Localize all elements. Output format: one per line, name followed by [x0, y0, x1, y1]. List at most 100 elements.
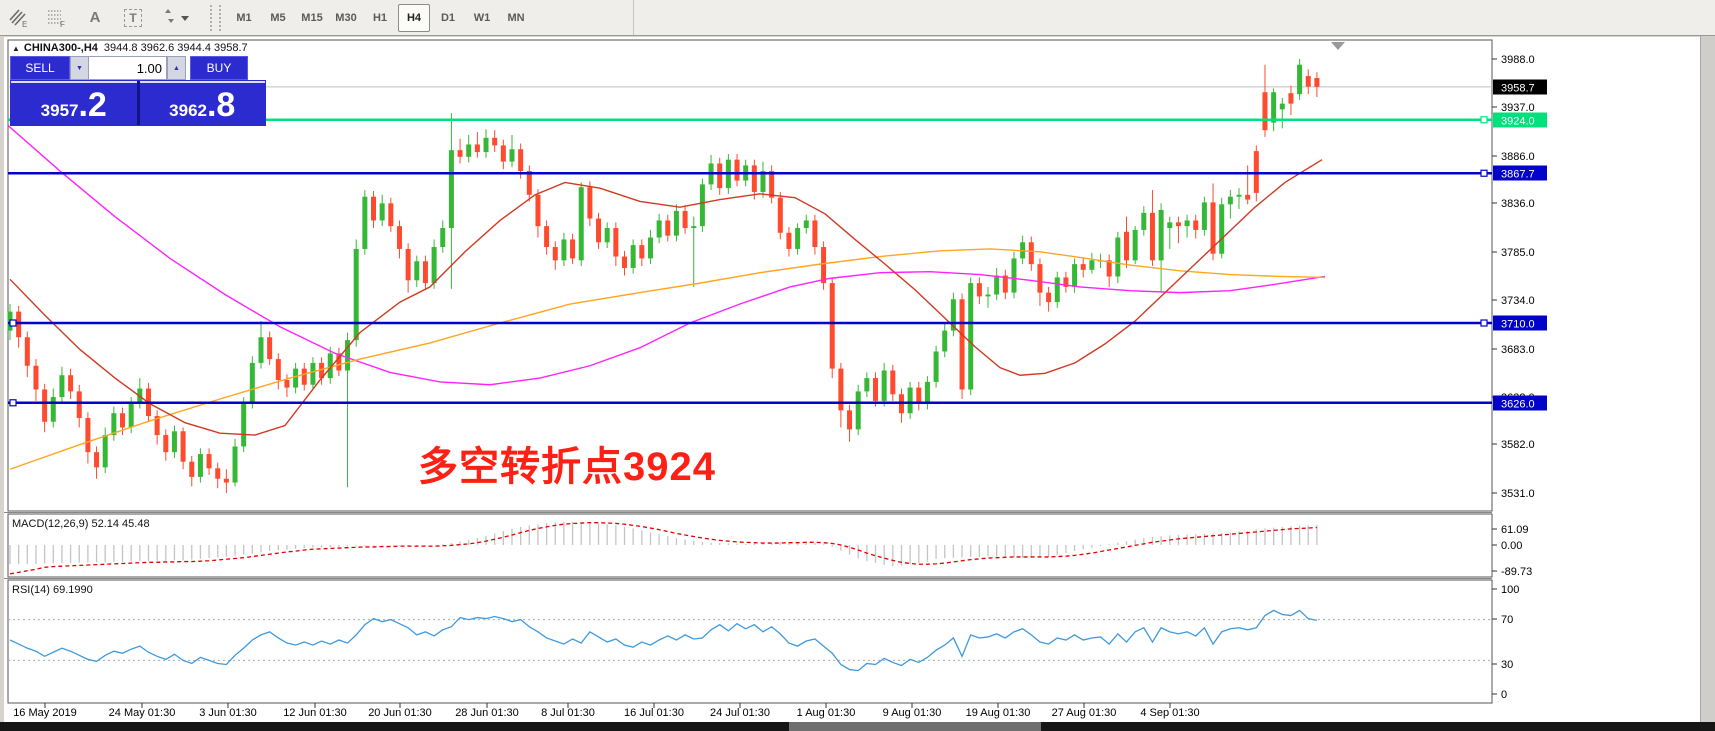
- timeframe-m1[interactable]: M1: [236, 11, 252, 24]
- timeframe-h4[interactable]: H4: [398, 3, 430, 32]
- svg-text:3924.0: 3924.0: [1501, 116, 1535, 128]
- svg-text:F: F: [60, 20, 65, 29]
- ohlc-values: 3944.8 3962.6 3944.4 3958.7: [103, 42, 248, 54]
- svg-text:70: 70: [1501, 614, 1513, 626]
- svg-text:1 Aug 01:30: 1 Aug 01:30: [797, 707, 856, 719]
- hline-handle[interactable]: [9, 319, 17, 327]
- timeframe-m5[interactable]: M5: [270, 11, 286, 24]
- chart-shift-marker: [1331, 42, 1345, 50]
- svg-text:0.00: 0.00: [1501, 540, 1522, 552]
- sell-quote[interactable]: 3957 .2: [11, 81, 137, 125]
- timeframe-d1[interactable]: D1: [440, 11, 456, 24]
- svg-text:3958.7: 3958.7: [1501, 83, 1535, 95]
- timeframe-mn[interactable]: MN: [507, 11, 525, 24]
- svg-text:27 Aug 01:30: 27 Aug 01:30: [1052, 707, 1117, 719]
- ma-mid-orange: [9, 248, 1326, 470]
- svg-text:4 Sep 01:30: 4 Sep 01:30: [1140, 707, 1199, 719]
- svg-text:12 Jun 01:30: 12 Jun 01:30: [283, 707, 347, 719]
- text-tool-button[interactable]: A: [77, 3, 113, 33]
- svg-text:0: 0: [1501, 689, 1507, 701]
- one-click-trade-panel: SELL ▼ ▲ BUY 3957 .2 3962 .8: [10, 56, 266, 126]
- price-badge: [1493, 165, 1547, 181]
- fibonacci-icon: F: [48, 9, 65, 29]
- svg-text:3937.0: 3937.0: [1501, 102, 1535, 114]
- line-studies-icon: E: [9, 8, 27, 29]
- volume-decrease-button[interactable]: ▼: [70, 56, 89, 80]
- buy-quote[interactable]: 3962 .8: [139, 81, 265, 125]
- price-badge: [1493, 79, 1547, 95]
- sell-price-big: .2: [78, 86, 107, 124]
- macd-label: MACD(12,26,9) 52.14 45.48: [12, 518, 150, 530]
- rsi-label: RSI(14) 69.1990: [12, 584, 93, 596]
- svg-text:8 Jul 01:30: 8 Jul 01:30: [541, 707, 595, 719]
- svg-text:16 May 2019: 16 May 2019: [13, 707, 77, 719]
- svg-text:28 Jun 01:30: 28 Jun 01:30: [455, 707, 519, 719]
- price-badge: [1493, 395, 1547, 411]
- toolbar-separator: [633, 0, 634, 35]
- svg-text:20 Jun 01:30: 20 Jun 01:30: [368, 707, 432, 719]
- volume-increase-button[interactable]: ▲: [167, 56, 186, 80]
- svg-text:16 Jul 01:30: 16 Jul 01:30: [624, 707, 684, 719]
- timeframe-w1[interactable]: W1: [473, 11, 491, 24]
- toolbar-grip[interactable]: [210, 4, 221, 31]
- timeframe-h1[interactable]: H1: [372, 11, 388, 24]
- toolbar: E F A T M1 M5 M15 M30 H1 H4 D1 W1 MN: [0, 0, 1715, 36]
- price-badge: [1493, 112, 1547, 128]
- svg-text:61.09: 61.09: [1501, 524, 1529, 536]
- buy-button[interactable]: BUY: [190, 56, 248, 80]
- quote-divider: [136, 81, 140, 125]
- volume-input[interactable]: [89, 56, 167, 80]
- svg-text:-89.73: -89.73: [1501, 566, 1532, 578]
- timeframe-m15[interactable]: M15: [301, 11, 323, 24]
- timeframe-bar: M1 M5 M15 M30 H1 H4 D1 W1 MN: [227, 3, 533, 32]
- svg-text:3683.0: 3683.0: [1501, 344, 1535, 356]
- buy-price-small: 3962: [169, 101, 207, 120]
- hline-handle[interactable]: [1480, 116, 1488, 124]
- price-badge: [1493, 315, 1547, 331]
- chart-text-annotation[interactable]: 多空转折点3924: [418, 445, 716, 489]
- buy-price-big: .8: [206, 86, 236, 124]
- svg-text:3836.0: 3836.0: [1501, 198, 1535, 210]
- ma-fast-red: [9, 159, 1323, 436]
- svg-text:3582.0: 3582.0: [1501, 439, 1535, 451]
- svg-text:3785.0: 3785.0: [1501, 247, 1535, 259]
- time-axis: 16 May 2019 24 May 01:30 3 Jun 01:30 12 Jun…: [13, 703, 1200, 719]
- right-scroll-strip[interactable]: [1700, 36, 1715, 722]
- macd-layer: [9, 521, 1318, 575]
- svg-text:3531.0: 3531.0: [1501, 488, 1535, 500]
- svg-text:3988.0: 3988.0: [1501, 54, 1535, 66]
- bottom-edge-bar: [0, 722, 1715, 731]
- line-studies-button[interactable]: E: [1, 3, 37, 33]
- svg-text:9 Aug 01:30: 9 Aug 01:30: [883, 707, 942, 719]
- price-axis: 3988.0 3937.0 3886.0 3836.0 3785.0 3734.0 3683…: [1492, 54, 1535, 701]
- svg-text:24 May 01:30: 24 May 01:30: [109, 707, 176, 719]
- arrows-icon: [165, 8, 189, 23]
- symbol-period: CHINA300-,H4: [23, 42, 98, 54]
- text-label-icon: T: [124, 8, 142, 27]
- text-label-button[interactable]: T: [115, 3, 151, 33]
- svg-text:E: E: [22, 20, 27, 29]
- svg-text:30: 30: [1501, 659, 1513, 671]
- sell-button[interactable]: SELL: [10, 56, 70, 80]
- fibonacci-button[interactable]: F: [39, 3, 75, 33]
- symbol-header: ▲ CHINA300-,H4 3944.8 3962.6 3944.4 3958…: [12, 42, 248, 54]
- sell-price-small: 3957: [40, 101, 79, 120]
- text-tool-icon: A: [89, 9, 101, 26]
- svg-text:3867.7: 3867.7: [1501, 169, 1535, 181]
- svg-text:3734.0: 3734.0: [1501, 295, 1535, 307]
- hline-handle[interactable]: [1480, 319, 1488, 327]
- svg-text:24 Jul 01:30: 24 Jul 01:30: [710, 707, 770, 719]
- svg-text:19 Aug 01:30: 19 Aug 01:30: [966, 707, 1031, 719]
- price-badges: 3958.7 3924.0 3867.7 3710.0 3626.0: [1493, 79, 1547, 411]
- hline-handle[interactable]: [9, 399, 17, 407]
- arrows-button[interactable]: [153, 3, 199, 33]
- hline-handle[interactable]: [1480, 169, 1488, 177]
- collapse-icon[interactable]: ▲: [12, 43, 20, 53]
- rsi-line: [9, 609, 1318, 672]
- timeframe-m30[interactable]: M30: [335, 11, 357, 24]
- svg-text:3626.0: 3626.0: [1501, 399, 1535, 411]
- svg-text:100: 100: [1501, 584, 1519, 596]
- svg-text:3886.0: 3886.0: [1501, 151, 1535, 163]
